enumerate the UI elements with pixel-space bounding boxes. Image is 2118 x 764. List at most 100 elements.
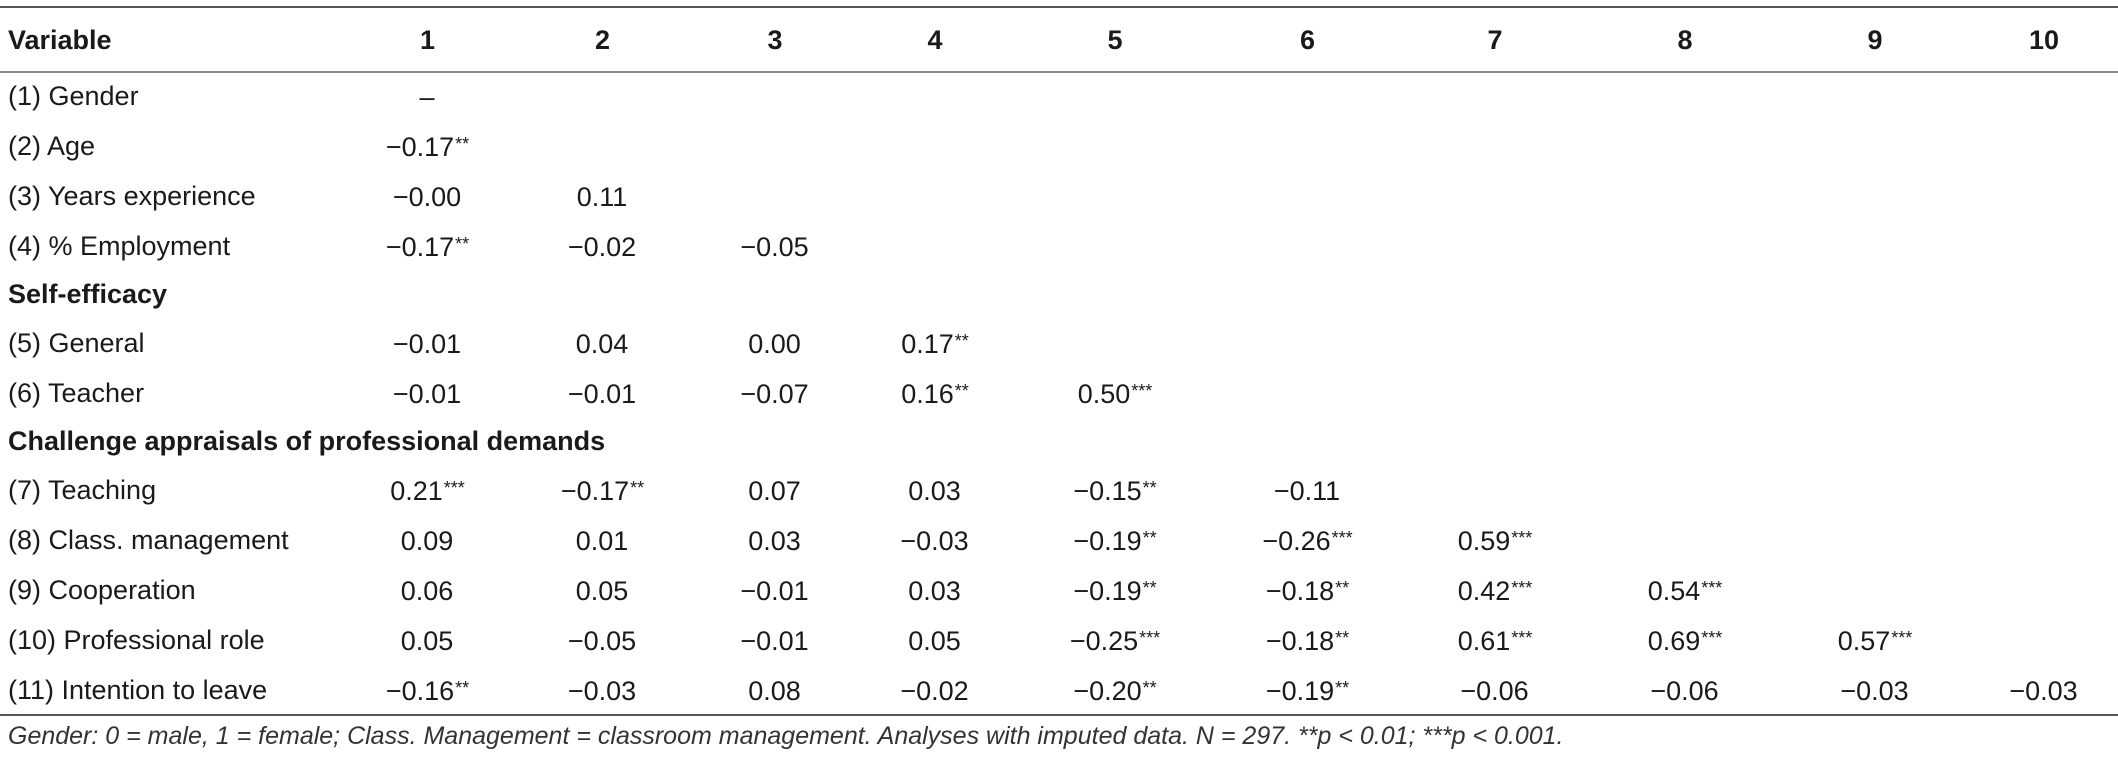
cell-content — [775, 121, 776, 171]
row-label: (4) % Employment — [8, 230, 231, 261]
cell-content — [1495, 465, 1496, 515]
cell-content: −0.26*** — [1262, 515, 1352, 565]
cell-content: −0.06 — [1650, 665, 1719, 715]
cell-content — [935, 171, 936, 221]
cell-content — [1685, 71, 1686, 121]
correlation-table: Variable 1 2 3 4 5 6 7 8 9 10 (1) Gender… — [0, 9, 2118, 715]
cell-content — [935, 221, 936, 271]
table-cell — [1780, 318, 1970, 368]
significance-marker: ** — [455, 678, 470, 698]
cell-content: −0.17** — [386, 221, 469, 271]
table-cell — [1590, 515, 1780, 565]
table-cell: 0.57*** — [1780, 615, 1970, 665]
header-row: Variable 1 2 3 4 5 6 7 8 9 10 — [0, 9, 2118, 71]
table-cell — [1780, 171, 1970, 221]
table-row: (7) Teaching 0.21*** −0.17** 0.07 0.03 −0.15*… — [0, 465, 2118, 515]
significance-marker: ** — [1335, 678, 1350, 698]
table-cell — [1215, 368, 1400, 418]
table-cell: −0.05 — [695, 221, 855, 271]
cell-content: 0.05 — [401, 615, 455, 665]
table-cell — [1015, 171, 1215, 221]
table-cell — [1970, 465, 2118, 515]
cell-content — [1685, 171, 1686, 221]
section-header-row: Self-efficacy — [0, 271, 2118, 318]
cell-content — [775, 171, 776, 221]
table-cell: −0.26*** — [1215, 515, 1400, 565]
table-cell — [1015, 71, 1215, 121]
table-cell: 0.11 — [510, 171, 695, 221]
cell-content: 0.06 — [401, 565, 455, 615]
table-cell: 0.21*** — [345, 465, 510, 515]
table-cell — [1215, 221, 1400, 271]
cell-content: −0.03 — [900, 515, 969, 565]
cell-content — [1495, 71, 1496, 121]
table-cell — [1970, 171, 2118, 221]
column-header: 10 — [2028, 25, 2060, 55]
cell-content: 0.08 — [748, 665, 802, 715]
cell-content — [1875, 318, 1876, 368]
table-cell: −0.03 — [855, 515, 1015, 565]
table-cell — [1015, 121, 1215, 171]
table-cell — [695, 121, 855, 171]
significance-marker: ** — [954, 381, 969, 401]
cell-content: −0.01 — [393, 368, 462, 418]
column-header: 1 — [419, 25, 436, 55]
table-cell — [1970, 565, 2118, 615]
cell-content: 0.09 — [401, 515, 455, 565]
cell-content — [2044, 121, 2045, 171]
cell-value: −0.16 — [385, 676, 455, 706]
cell-content: −0.18** — [1266, 565, 1349, 615]
cell-content: 0.42*** — [1458, 565, 1533, 615]
column-header: 9 — [1867, 25, 1883, 55]
table-cell: −0.17** — [510, 465, 695, 515]
cell-content: 0.07 — [748, 465, 802, 515]
significance-marker: *** — [1891, 628, 1913, 648]
significance-marker: *** — [1511, 528, 1533, 548]
table-cell — [1400, 221, 1590, 271]
table-cell — [1970, 121, 2118, 171]
table-cell: 0.05 — [510, 565, 695, 615]
cell-content: −0.05 — [568, 615, 637, 665]
cell-content: 0.03 — [908, 565, 962, 615]
significance-marker: *** — [1701, 578, 1723, 598]
cell-value: 0.57 — [1837, 626, 1891, 656]
table-cell — [1590, 121, 1780, 171]
cell-value: 0.08 — [748, 676, 801, 706]
cell-content: −0.25*** — [1070, 615, 1160, 665]
cell-value: −0.17 — [385, 132, 455, 162]
row-label: (7) Teaching — [8, 474, 157, 505]
cell-content: 0.16** — [901, 368, 969, 418]
cell-content — [1307, 221, 1308, 271]
table-cell — [1400, 465, 1590, 515]
cell-value: 0.54 — [1647, 576, 1701, 606]
cell-value: −0.20 — [1073, 676, 1142, 706]
table-cell: – — [345, 71, 510, 121]
table-cell — [1970, 318, 2118, 368]
cell-content — [1875, 71, 1876, 121]
column-header: 6 — [1299, 25, 1316, 55]
cell-value: 0.17 — [901, 329, 954, 359]
cell-value: 0.21 — [390, 476, 443, 506]
table-cell: −0.19** — [1215, 665, 1400, 715]
significance-marker: *** — [1511, 628, 1533, 648]
cell-value: −0.02 — [567, 232, 637, 262]
table-cell: 0.01 — [510, 515, 695, 565]
significance-marker: *** — [1331, 528, 1353, 548]
cell-value: −0.11 — [1273, 476, 1341, 506]
table-cell — [855, 221, 1015, 271]
table-cell: 0.03 — [855, 565, 1015, 615]
cell-content — [2044, 515, 2045, 565]
column-header: 8 — [1677, 25, 1693, 55]
table-cell: 0.59*** — [1400, 515, 1590, 565]
significance-marker: *** — [1701, 628, 1723, 648]
section-label: Self-efficacy — [8, 279, 168, 309]
table-cell: −0.01 — [695, 565, 855, 615]
table-cell — [1400, 71, 1590, 121]
table-cell — [695, 171, 855, 221]
table-cell: −0.02 — [510, 221, 695, 271]
table-cell — [1400, 368, 1590, 418]
table-cell: −0.07 — [695, 368, 855, 418]
cell-content: −0.03 — [1840, 665, 1909, 715]
significance-marker: ** — [455, 134, 470, 154]
cell-content: 0.54*** — [1648, 565, 1723, 615]
